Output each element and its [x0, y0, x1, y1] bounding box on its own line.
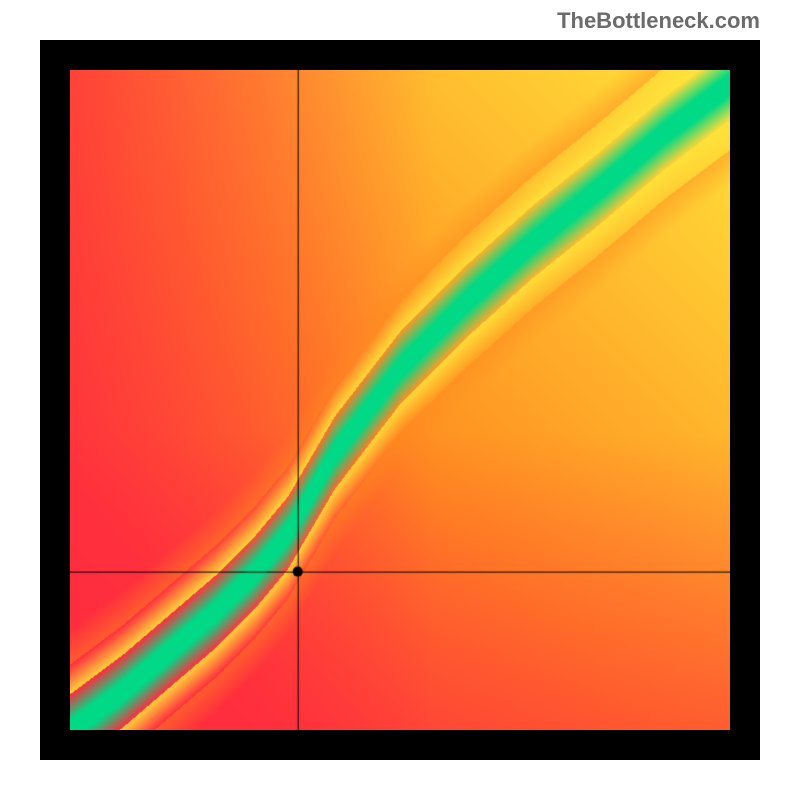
- heatmap-canvas: [70, 70, 730, 730]
- chart-container: TheBottleneck.com: [0, 0, 800, 800]
- heatmap-plot: [70, 70, 730, 730]
- chart-frame: [40, 40, 760, 760]
- watermark-text: TheBottleneck.com: [557, 8, 760, 34]
